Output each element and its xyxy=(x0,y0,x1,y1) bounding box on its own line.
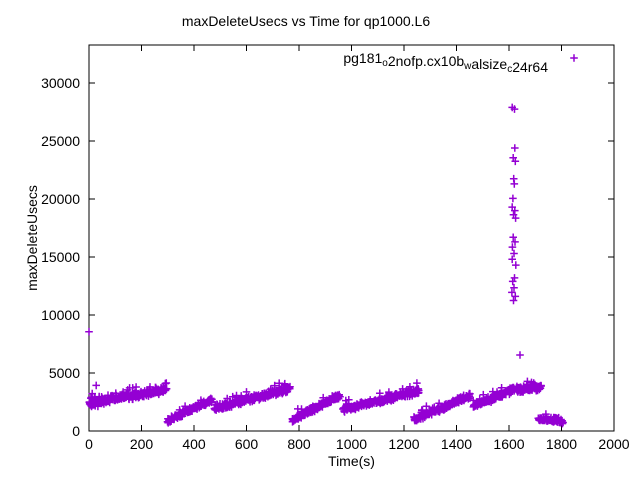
y-tick-label: 15000 xyxy=(41,249,80,265)
legend-marker xyxy=(570,54,578,62)
y-tick-label: 5000 xyxy=(49,365,80,381)
plot-border xyxy=(88,44,615,432)
y-tick-label: 20000 xyxy=(41,191,80,207)
x-tick-label: 1000 xyxy=(336,436,367,452)
y-tick-label: 25000 xyxy=(41,133,80,149)
chart-title: maxDeleteUsecs vs Time for qp1000.L6 xyxy=(182,13,430,29)
x-tick-label: 0 xyxy=(85,436,93,452)
x-tick-label: 800 xyxy=(287,436,311,452)
x-tick-label: 1400 xyxy=(441,436,472,452)
y-tick-label: 10000 xyxy=(41,307,80,323)
x-tick-label: 400 xyxy=(182,436,206,452)
x-tick-label: 1600 xyxy=(493,436,524,452)
x-tick-label: 200 xyxy=(130,436,154,452)
x-tick-label: 2000 xyxy=(598,436,629,452)
y-axis-label: maxDeleteUsecs xyxy=(24,185,40,291)
legend-label: pg181o2nofp.cx10bwalsizec24r64 xyxy=(343,50,548,75)
scatter-points xyxy=(85,103,567,428)
x-tick-label: 600 xyxy=(235,436,259,452)
x-tick-label: 1800 xyxy=(546,436,577,452)
x-axis-label: Time(s) xyxy=(328,453,375,469)
axis-ticks xyxy=(88,45,615,432)
y-tick-label: 30000 xyxy=(41,75,80,91)
x-tick-label: 1200 xyxy=(388,436,419,452)
y-tick-label: 0 xyxy=(72,423,80,439)
